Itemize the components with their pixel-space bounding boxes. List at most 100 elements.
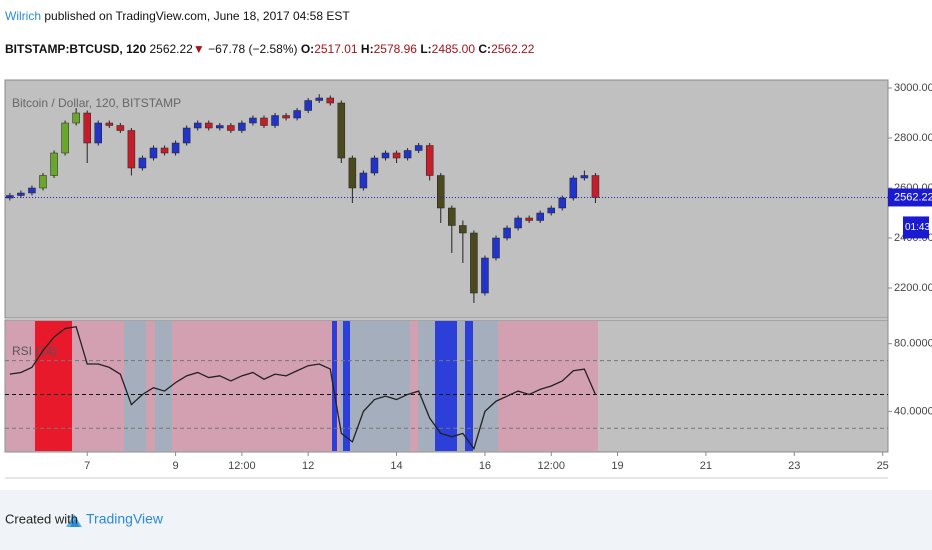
candle-body — [326, 97, 335, 104]
price-panel — [4, 79, 889, 319]
x-tick-label: 23 — [788, 460, 800, 472]
candle-body — [293, 110, 301, 119]
x-tick-label: 12:00 — [537, 460, 565, 472]
candle-body — [116, 125, 125, 131]
candle-body — [271, 115, 279, 126]
candle-body — [17, 192, 25, 196]
ohlc-key: C: — [478, 42, 491, 56]
x-tick-label: 21 — [700, 460, 712, 472]
header-line: Wilrich published on TradingView.com, Ju… — [5, 9, 350, 23]
x-tick-label: 7 — [84, 460, 90, 472]
x-tick-label: 16 — [479, 460, 491, 472]
zone — [418, 321, 498, 451]
candle-body — [61, 122, 69, 154]
x-tick-label: 12 — [302, 460, 314, 472]
zone — [465, 321, 473, 451]
candle-body — [39, 175, 47, 189]
zone — [6, 321, 598, 451]
candle-body — [536, 212, 544, 221]
candle-body — [94, 122, 102, 144]
ohlc-value: 2578.96 — [374, 42, 418, 56]
last-price-box — [888, 188, 932, 207]
price: 2562.22 — [149, 42, 193, 56]
candle-body — [547, 207, 555, 214]
candle-body — [370, 157, 379, 174]
candle-body — [591, 175, 600, 198]
candle-body — [238, 122, 246, 131]
rsi-line — [9, 326, 597, 451]
candle-body — [138, 157, 147, 169]
candle-body — [282, 115, 290, 119]
candle-body — [403, 150, 412, 159]
zone — [35, 321, 72, 451]
ohlc-value: 2485.00 — [432, 42, 476, 56]
candle-body — [348, 157, 357, 189]
candle-body — [580, 175, 589, 179]
ohlc-key: O: — [301, 42, 314, 56]
candle-body — [50, 152, 58, 176]
y-tick-label: 3000.00 — [894, 82, 932, 94]
candle-body — [204, 122, 213, 129]
candle-body — [481, 257, 489, 294]
candle-body — [425, 145, 434, 176]
candle-body — [448, 207, 456, 226]
candle-body — [83, 112, 91, 144]
rsi-zones — [6, 321, 598, 451]
candle-body — [437, 175, 445, 209]
candle-body — [193, 122, 202, 129]
published: published on TradingView.com, June 18, 2… — [44, 9, 350, 23]
x-tick-label: 12:00 — [228, 460, 256, 472]
candle-body — [160, 147, 169, 154]
candle-body — [216, 125, 224, 129]
candle-body — [414, 145, 423, 151]
zone — [435, 321, 457, 451]
countdown-box — [903, 216, 929, 239]
candle-body — [514, 217, 522, 229]
candle-body — [558, 197, 567, 209]
candle-body — [260, 117, 268, 126]
ohlc-value: 2562.22 — [491, 42, 535, 56]
candle-body — [381, 152, 390, 159]
candle-body — [392, 152, 401, 159]
x-tick-label: 25 — [877, 460, 889, 472]
candle-body — [569, 177, 578, 199]
candle-body — [249, 117, 257, 124]
candle-body — [492, 237, 500, 259]
y-tick-label: 40.0000 — [894, 405, 932, 417]
candle-body — [503, 227, 511, 239]
candle-body — [525, 217, 533, 221]
candle-body — [359, 172, 368, 189]
zone — [124, 321, 146, 451]
created-with: Created with — [5, 511, 78, 526]
rsi-title: RSI (14) — [12, 344, 57, 358]
price-title: Bitcoin / Dollar, 120, BITSTAMP — [12, 96, 181, 110]
candle-body — [171, 142, 180, 154]
candle-body — [72, 112, 80, 124]
candle-body — [470, 232, 478, 294]
ohlc-value: 2517.01 — [314, 42, 358, 56]
y-tick-label: 80.0000 — [894, 338, 932, 350]
x-tick-label: 14 — [390, 460, 402, 472]
arrow: ▼ — [193, 42, 205, 56]
footer-bg — [0, 490, 932, 550]
brand[interactable]: TradingView — [86, 511, 164, 527]
ohlc-key: H: — [361, 42, 374, 56]
y-tick-label: 2800.00 — [894, 132, 932, 144]
author[interactable]: Wilrich — [5, 9, 41, 23]
countdown: 01:43 — [905, 222, 930, 233]
x-tick-label: 19 — [611, 460, 623, 472]
candle-body — [6, 195, 14, 199]
candle-body — [337, 102, 346, 159]
last-price-label: 2562.22 — [894, 191, 932, 203]
y-tick-label: 2200.00 — [894, 282, 932, 294]
change: −67.78 (−2.58%) — [208, 42, 297, 56]
candle-body — [227, 125, 235, 131]
logo — [66, 514, 82, 527]
ohlc-key: L: — [420, 42, 431, 56]
symbol-line: BITSTAMP:BTCUSD, 120 2562.22▼ −67.78 (−2… — [5, 42, 535, 56]
candle-body — [28, 187, 36, 194]
candle-body — [127, 130, 136, 169]
candle-body — [182, 127, 191, 144]
symbol: BITSTAMP:BTCUSD, 120 — [5, 42, 146, 56]
